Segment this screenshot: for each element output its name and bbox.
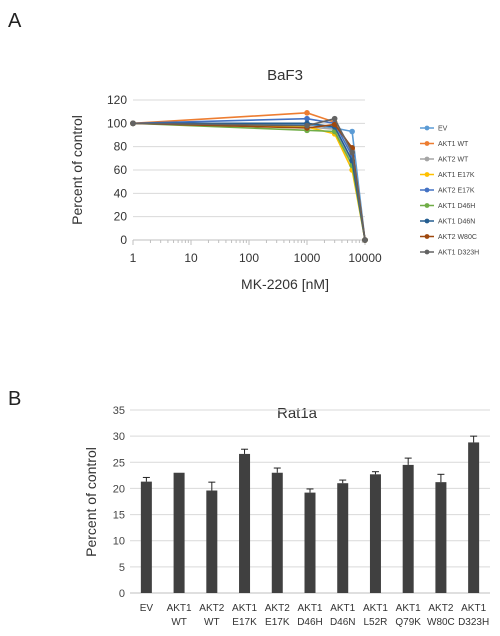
series-point-5 bbox=[304, 115, 310, 122]
legend-item-3: AKT2 WT bbox=[420, 157, 469, 164]
category-label-line1: AKT1 bbox=[396, 603, 421, 614]
legend-item-5: AKT2 E17K bbox=[420, 188, 475, 195]
legend-label: AKT1 D323H bbox=[438, 250, 479, 257]
category-label-line2: E17K bbox=[232, 617, 257, 628]
bar-8 bbox=[369, 474, 381, 593]
legend-item-4: AKT1 E17K bbox=[420, 172, 475, 179]
bar-9 bbox=[402, 464, 414, 593]
category-label-line2: D323H bbox=[458, 617, 489, 628]
legend-item-2: AKT1 WT bbox=[420, 141, 469, 148]
legend-swatch-marker bbox=[424, 203, 430, 208]
panel-a-label: A bbox=[8, 10, 22, 32]
category-label-line2: L52R bbox=[364, 617, 388, 628]
bar-2 bbox=[173, 472, 185, 593]
legend-label: AKT1 D46N bbox=[438, 219, 475, 226]
category-label-line1: AKT2 bbox=[199, 603, 224, 614]
chart-b-title: Rat1a bbox=[277, 405, 318, 422]
series-point-9 bbox=[331, 115, 338, 122]
bar-4 bbox=[239, 453, 251, 593]
legend-swatch-marker bbox=[424, 218, 430, 224]
category-label-line2: WT bbox=[204, 617, 220, 628]
category-label-line2: D46H bbox=[297, 617, 323, 628]
category-label-line1: AKT1 bbox=[461, 603, 486, 614]
category-label-line1: AKT2 bbox=[428, 603, 453, 614]
bar-3 bbox=[206, 490, 218, 593]
bar-1 bbox=[140, 481, 152, 593]
legend-item-1: EV bbox=[420, 126, 448, 133]
series-point-9 bbox=[130, 120, 136, 127]
legend-label: AKT1 D46H bbox=[438, 203, 475, 210]
bar-7 bbox=[337, 483, 349, 593]
bar-11 bbox=[468, 442, 480, 593]
chart-a-ytick: 60 bbox=[114, 163, 128, 177]
legend-label: AKT1 WT bbox=[438, 141, 469, 148]
chart-b-ylabel: Percent of control bbox=[83, 447, 99, 557]
chart-a-ytick: 40 bbox=[114, 186, 128, 200]
category-label-line2: Q79K bbox=[395, 617, 421, 628]
chart-b-ytick: 10 bbox=[113, 536, 125, 548]
series-point-1 bbox=[349, 128, 355, 135]
chart-a-xtick: 100 bbox=[239, 251, 259, 265]
chart-a-ytick: 80 bbox=[114, 140, 128, 154]
category-label-line2: D46N bbox=[330, 617, 356, 628]
chart-a-ytick: 0 bbox=[120, 233, 127, 247]
chart-a-xtick: 1000 bbox=[294, 251, 321, 265]
category-label-line2: WT bbox=[171, 617, 187, 628]
chart-a-xlabel: MK-2206 [nM] bbox=[241, 276, 329, 292]
chart-a-title: BaF3 bbox=[267, 67, 303, 84]
chart-a-xtick: 10000 bbox=[348, 251, 382, 265]
legend-label: AKT2 E17K bbox=[438, 188, 475, 195]
chart-b-ytick: 15 bbox=[113, 510, 125, 522]
chart-b-ytick: 35 bbox=[113, 405, 125, 417]
category-label-line1: AKT1 bbox=[232, 603, 257, 614]
chart-b-ytick: 30 bbox=[113, 431, 125, 443]
chart-a-ytick: 20 bbox=[114, 210, 128, 224]
category-label-line1: EV bbox=[140, 603, 154, 614]
chart-b-ytick: 25 bbox=[113, 457, 125, 469]
series-point-9 bbox=[349, 149, 355, 156]
category-label-line1: AKT1 bbox=[330, 603, 355, 614]
legend-item-9: AKT1 D323H bbox=[420, 250, 479, 257]
legend-label: AKT2 WT bbox=[438, 157, 469, 164]
legend-swatch-marker bbox=[424, 156, 430, 162]
baf3-line-chart: BaF3 MK-2206 [nM] Percent of control 0 20… bbox=[69, 67, 479, 292]
chart-a-xtick: 1 bbox=[130, 251, 137, 265]
category-label-line1: AKT1 bbox=[363, 603, 388, 614]
panel-b-label: B bbox=[8, 388, 22, 410]
legend-item-8: AKT2 W80C bbox=[420, 234, 477, 241]
bar-5 bbox=[271, 472, 283, 593]
category-label-line1: AKT1 bbox=[297, 603, 322, 614]
chart-a-ytick: 100 bbox=[107, 116, 127, 130]
series-point-9 bbox=[362, 237, 368, 243]
bar-10 bbox=[435, 482, 447, 593]
legend-swatch-marker bbox=[424, 234, 430, 239]
legend-swatch-marker bbox=[424, 187, 430, 193]
chart-a-xtick: 10 bbox=[184, 251, 198, 265]
legend-label: EV bbox=[438, 126, 448, 133]
chart-b-ytick: 20 bbox=[113, 483, 125, 495]
legend-swatch-marker bbox=[424, 141, 430, 146]
legend-item-6: AKT1 D46H bbox=[420, 203, 475, 210]
category-label-line1: AKT2 bbox=[265, 603, 290, 614]
series-point-2 bbox=[304, 110, 310, 116]
legend-label: AKT1 E17K bbox=[438, 172, 475, 179]
legend-swatch-marker bbox=[424, 249, 430, 255]
chart-a-ytick: 120 bbox=[107, 93, 127, 107]
legend-swatch-marker bbox=[424, 172, 430, 177]
category-label-line2: W80C bbox=[427, 617, 455, 628]
category-label-line1: AKT1 bbox=[167, 603, 192, 614]
chart-b-ytick: 0 bbox=[119, 588, 125, 600]
legend-item-7: AKT1 D46N bbox=[420, 219, 475, 226]
bar-6 bbox=[304, 492, 316, 593]
chart-b-ytick: 5 bbox=[119, 562, 125, 574]
legend-swatch-marker bbox=[424, 125, 430, 131]
legend-label: AKT2 W80C bbox=[438, 234, 477, 241]
series-point-9 bbox=[304, 122, 310, 129]
category-label-line2: E17K bbox=[265, 617, 290, 628]
chart-a-ylabel: Percent of control bbox=[69, 115, 85, 225]
